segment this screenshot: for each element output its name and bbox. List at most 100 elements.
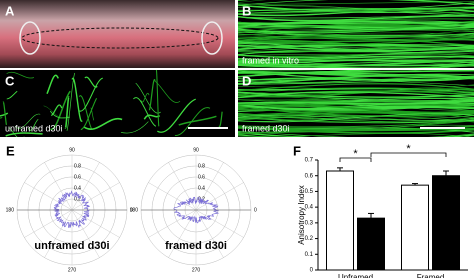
fiber <box>237 31 474 36</box>
fiber <box>237 115 474 122</box>
fiber <box>218 111 223 128</box>
fiber <box>237 77 474 85</box>
significance-star: * <box>353 148 358 160</box>
fiber <box>237 0 474 6</box>
fiber <box>66 72 76 131</box>
y-tick-label: 0.2 <box>305 236 314 242</box>
fiber <box>237 29 474 37</box>
angle-label: 90 <box>69 147 75 153</box>
panel-letter: B <box>242 3 251 18</box>
fiber <box>237 100 474 105</box>
fiber <box>237 105 474 117</box>
fiber <box>237 0 474 5</box>
polar-spoke <box>24 209 73 238</box>
y-tick-label: 0.3 <box>305 220 314 226</box>
bar <box>326 170 354 271</box>
fiber <box>27 118 39 131</box>
significance-bracket <box>370 152 447 157</box>
fiber <box>237 56 474 64</box>
angle-label: 180 <box>130 207 139 213</box>
fiber <box>237 41 474 52</box>
angle-label: 270 <box>192 267 201 273</box>
angle-label: 90 <box>193 147 199 153</box>
radius-label: 0.2 <box>74 196 81 202</box>
radius-label: 0.8 <box>198 163 205 169</box>
angle-label: 180 <box>6 207 15 213</box>
polar-spoke <box>195 182 244 211</box>
fiber <box>178 115 217 126</box>
fiber <box>237 79 474 86</box>
fiber <box>237 70 474 81</box>
frame-end <box>19 21 41 55</box>
fiber <box>237 64 474 69</box>
fiber <box>237 6 474 13</box>
fiber <box>237 13 474 19</box>
fiber <box>237 73 474 81</box>
fiber <box>50 90 71 130</box>
fiber <box>49 110 70 119</box>
fiber <box>237 91 474 99</box>
polar-label: unframed d30i <box>34 240 109 252</box>
y-tick-label: 0 <box>310 268 314 274</box>
fiber <box>237 61 474 68</box>
angle-label: 0 <box>254 207 257 213</box>
polar-label: framed d30i <box>165 240 227 252</box>
fiber <box>71 77 83 122</box>
fiber <box>237 50 474 56</box>
panel-letter: D <box>242 73 251 88</box>
fiber <box>237 84 474 90</box>
radius-label: 0.8 <box>74 163 81 169</box>
fiber <box>237 97 474 106</box>
fiber <box>237 36 474 46</box>
fiber <box>174 107 211 136</box>
significance-star: * <box>406 143 411 155</box>
polar-spoke <box>44 162 73 211</box>
polar-spoke <box>148 182 197 211</box>
caption: unframed d30i <box>5 123 63 133</box>
polar-spoke <box>24 182 73 211</box>
fiber <box>120 121 149 134</box>
photo-a <box>0 0 235 68</box>
fiber <box>133 97 157 127</box>
fiber <box>90 107 95 121</box>
radius-label: 0.4 <box>74 185 81 191</box>
fiber <box>237 22 474 30</box>
fiber <box>78 77 104 112</box>
radius-label: 0.6 <box>198 174 205 180</box>
fiber <box>237 52 474 58</box>
significance-bracket <box>339 157 372 162</box>
fiber <box>84 76 98 88</box>
frame-end <box>201 21 223 55</box>
fiber <box>237 32 474 38</box>
fiber <box>237 83 474 92</box>
panel-letter: C <box>5 73 15 88</box>
polar-spoke <box>195 209 244 238</box>
fiber <box>237 69 474 78</box>
fiber <box>237 23 474 29</box>
fiber <box>6 71 35 79</box>
fiber <box>237 110 474 116</box>
fiber <box>237 73 474 85</box>
fiber <box>83 117 123 130</box>
caption: framed in vitro <box>242 55 299 65</box>
fiber <box>237 119 474 128</box>
bar <box>432 175 460 271</box>
fiber <box>237 45 474 50</box>
panel-letter: E <box>6 143 15 158</box>
polar-spoke <box>71 209 100 258</box>
polar-spoke <box>44 209 73 258</box>
fiber <box>237 29 474 36</box>
fiber <box>148 79 156 111</box>
y-tick-label: 0.5 <box>305 189 314 195</box>
y-tick-label: 0.7 <box>305 158 314 164</box>
fiber <box>237 15 474 22</box>
fiber <box>237 133 474 137</box>
fiber <box>237 132 474 137</box>
x-tick-label: Unframed <box>338 273 373 278</box>
y-axis-label: Anisotropy Index <box>297 185 306 245</box>
polar-spoke <box>71 162 100 211</box>
bar <box>357 217 385 271</box>
photo-c <box>0 70 235 137</box>
fiber <box>14 113 41 129</box>
